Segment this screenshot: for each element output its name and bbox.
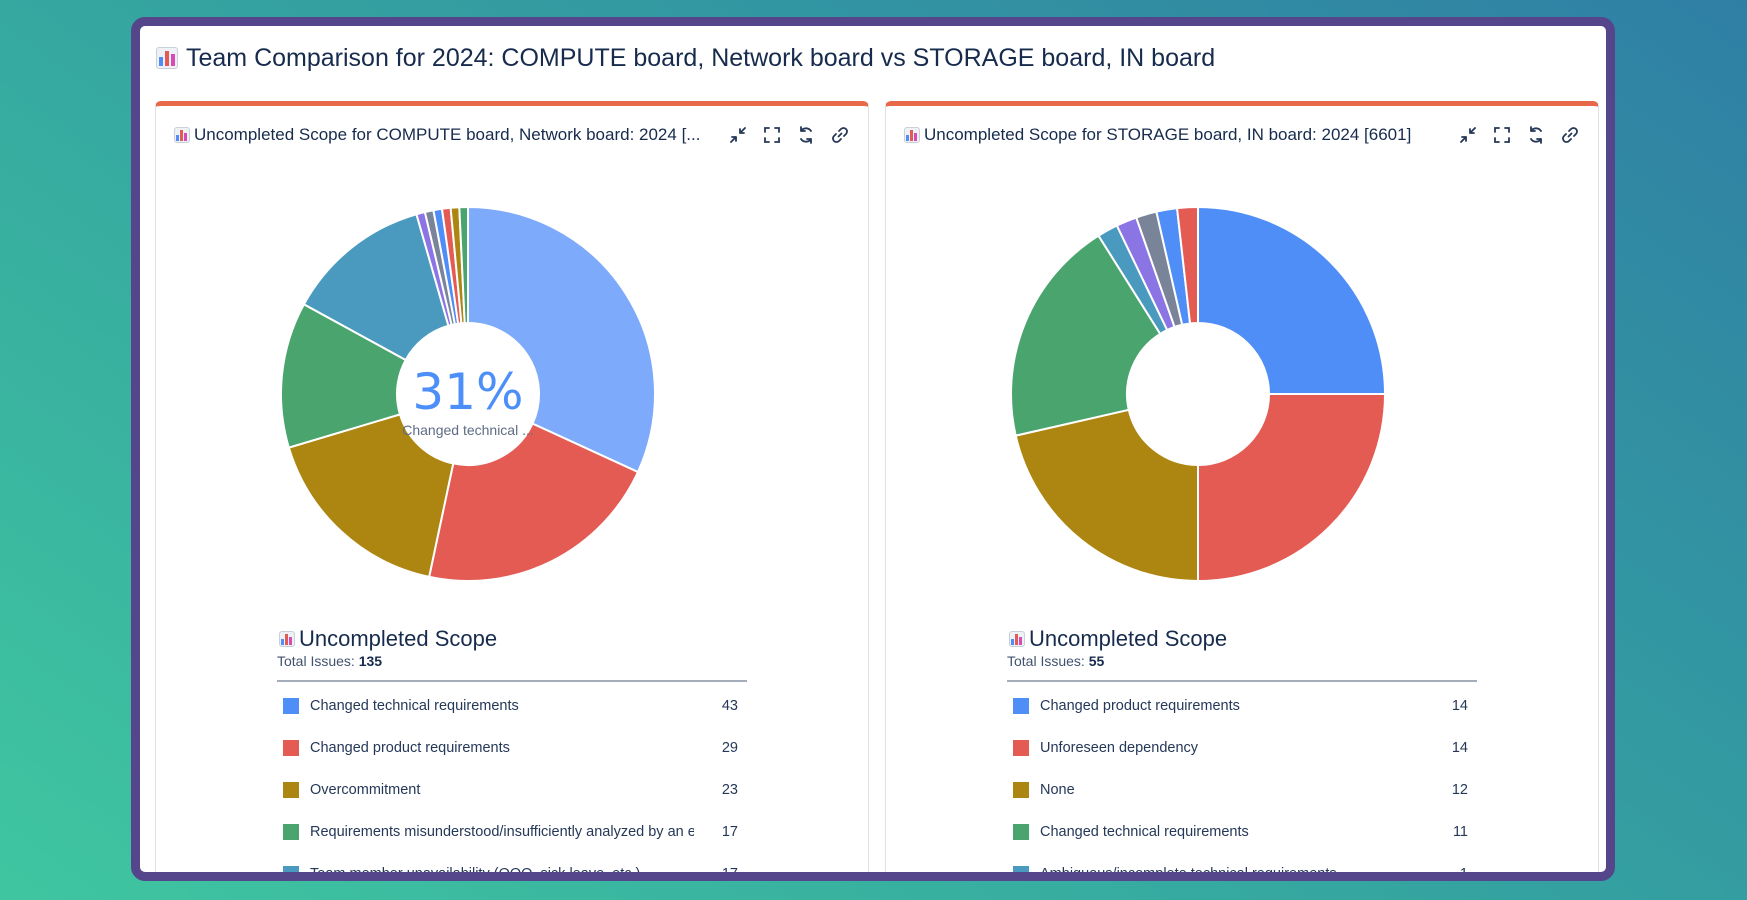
refresh-icon[interactable] [1526,125,1546,145]
legend-row[interactable]: Requirements misunderstood/insufficientl… [283,811,738,853]
legend-count: 17 [721,824,738,840]
legend-count: 23 [721,782,738,798]
legend-swatch [1013,698,1029,714]
panel-compute-network: Uncompleted Scope for COMPUTE board, Net… [155,101,869,881]
legend-row[interactable]: Changed technical requirements 43 [283,685,738,727]
total-label: Total Issues: [277,653,359,669]
fullscreen-icon[interactable] [1492,125,1512,145]
legend-swatch [1013,824,1029,840]
legend-title: Uncompleted Scope [1009,626,1227,652]
pie-slice[interactable] [467,205,656,474]
dashboard-title: Team Comparison for 2024: COMPUTE board,… [156,40,1215,76]
legend-count: 14 [1451,740,1468,756]
pie-chart[interactable] [886,161,1598,591]
dashboard-title-text: Team Comparison for 2024: COMPUTE board,… [186,43,1216,72]
total-issues: Total Issues: 135 [277,653,382,669]
legend-swatch [1013,782,1029,798]
total-value: 135 [358,653,383,669]
legend-divider [1007,680,1477,682]
pie-slice[interactable] [1014,408,1199,583]
legend-label: Overcommitment [310,782,421,798]
panel-header: Uncompleted Scope for STORAGE board, IN … [904,122,1580,148]
chart-emoji-icon [904,127,920,143]
legend-list: Changed product requirements 14 Unforeseen… [1013,685,1468,881]
legend-label: Requirements misunderstood/insufficientl… [310,824,694,840]
chart-emoji-icon [279,631,295,647]
legend-count: 43 [721,698,738,714]
legend-row[interactable]: None 12 [1013,769,1468,811]
legend-label: Changed product requirements [310,740,510,756]
center-percentage: 31% [412,363,523,421]
pie-slice[interactable] [1197,205,1387,395]
panel-storage-in: Uncompleted Scope for STORAGE board, IN … [885,101,1599,881]
legend-swatch [283,824,299,840]
pie-slice[interactable] [287,413,455,579]
legend-row[interactable]: Unforeseen dependency 14 [1013,727,1468,769]
link-icon[interactable] [830,125,850,145]
legend-label: Team member unavailability (OOO, sick le… [310,866,641,881]
chart-emoji-icon [1009,631,1025,647]
pie-slice[interactable] [1175,205,1199,325]
chart-emoji-icon [156,47,178,69]
legend-swatch [283,740,299,756]
legend-count: 1 [1459,866,1468,881]
legend-row[interactable]: Changed product requirements 29 [283,727,738,769]
pie-slice[interactable] [1010,234,1162,437]
collapse-icon[interactable] [1458,125,1478,145]
total-value: 55 [1088,653,1105,669]
panel-header: Uncompleted Scope for COMPUTE board, Net… [174,122,850,148]
panel-title-text: Uncompleted Scope for COMPUTE board, Net… [194,125,701,144]
total-issues: Total Issues: 55 [1007,653,1104,669]
panel-title-text: Uncompleted Scope for STORAGE board, IN … [924,125,1412,144]
legend-list: Changed technical requirements 43 Changed … [283,685,738,881]
legend-swatch [1013,866,1029,872]
legend-divider [277,680,747,682]
pie-chart[interactable]: 31%Changed technical ... [156,161,868,591]
pie-slice[interactable] [427,422,640,582]
legend-label: Changed product requirements [1040,698,1240,714]
legend-title-text: Uncompleted Scope [1029,626,1228,651]
legend-row[interactable]: Changed product requirements 14 [1013,685,1468,727]
legend-row[interactable]: Overcommitment 23 [283,769,738,811]
chart-emoji-icon [174,127,190,143]
link-icon[interactable] [1560,125,1580,145]
legend-swatch [283,698,299,714]
legend-count: 11 [1452,824,1468,840]
legend-row[interactable]: Team member unavailability (OOO, sick le… [283,853,738,881]
collapse-icon[interactable] [728,125,748,145]
panel-title: Uncompleted Scope for STORAGE board, IN … [904,125,1411,145]
legend-row[interactable]: Changed technical requirements 11 [1013,811,1468,853]
legend-label: Changed technical requirements [1040,824,1249,840]
legend-count: 29 [721,740,738,756]
panel-title: Uncompleted Scope for COMPUTE board, Net… [174,125,700,145]
total-label: Total Issues: [1007,653,1089,669]
legend-row[interactable]: Ambiguous/incomplete technical requireme… [1013,853,1468,881]
legend-label: None [1040,782,1075,798]
legend-swatch [283,782,299,798]
fullscreen-icon[interactable] [762,125,782,145]
legend-label: Unforeseen dependency [1040,740,1199,756]
refresh-icon[interactable] [796,125,816,145]
panel-toolbar [1458,125,1580,145]
legend-count: 12 [1451,782,1468,798]
center-label: Changed technical ... [402,422,534,438]
panel-toolbar [728,125,850,145]
legend-swatch [283,866,299,872]
legend-count: 17 [721,866,738,881]
legend-title: Uncompleted Scope [279,626,497,652]
pie-slice[interactable] [1197,393,1387,583]
legend-label: Changed technical requirements [310,698,519,714]
dashboard-frame: Team Comparison for 2024: COMPUTE board,… [131,17,1615,881]
pie-slice[interactable] [458,205,469,325]
legend-title-text: Uncompleted Scope [299,626,498,651]
legend-label: Ambiguous/incomplete technical requireme… [1040,866,1337,881]
legend-swatch [1013,740,1029,756]
legend-count: 14 [1451,698,1468,714]
